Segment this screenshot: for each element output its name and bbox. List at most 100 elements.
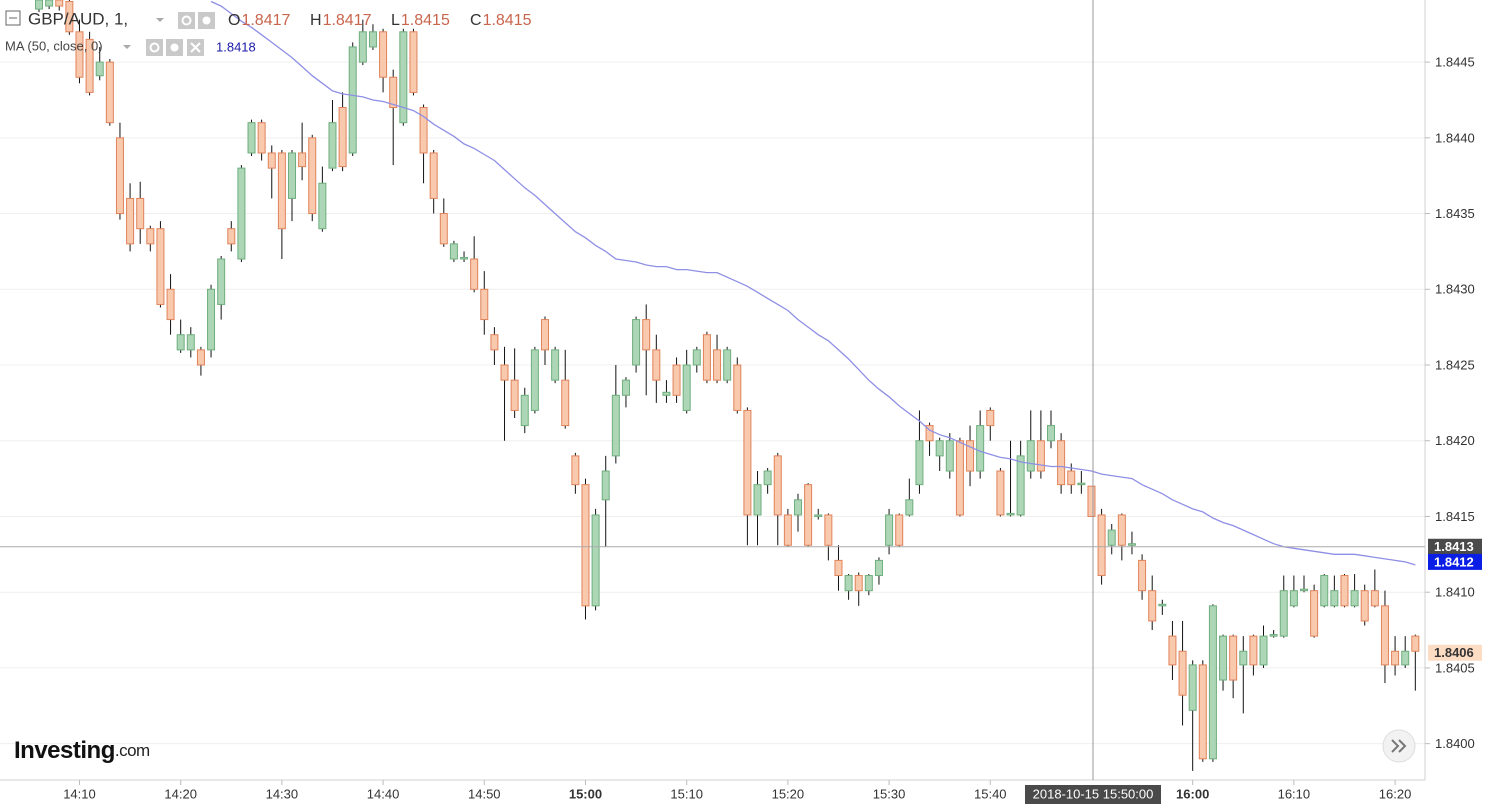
candle-body — [1208, 605, 1217, 760]
candle-body — [824, 514, 833, 546]
candle-body — [399, 31, 408, 124]
candle-body — [520, 394, 529, 427]
candle-body — [1087, 485, 1096, 517]
candle-body — [642, 319, 651, 351]
crosshair-time-box — [1025, 785, 1161, 804]
candle-body — [257, 122, 266, 154]
candle-body — [1077, 482, 1086, 486]
candle-body — [915, 440, 924, 486]
logo-suffix: .com — [115, 741, 150, 760]
candle-body — [1107, 529, 1116, 546]
ma-remove-glyph — [190, 42, 201, 53]
x-tick-label: 15:00 — [569, 786, 602, 801]
candle-body — [1269, 634, 1278, 637]
candle-body — [692, 349, 701, 366]
candle-body — [379, 31, 388, 78]
candle-body — [976, 425, 985, 472]
candle-body — [1127, 543, 1136, 546]
candle-body — [905, 499, 914, 516]
candle-body — [470, 258, 479, 290]
candle-body — [844, 575, 853, 592]
ohlc-key: L — [391, 12, 400, 29]
candle-body — [1047, 425, 1055, 442]
candle-body — [277, 152, 286, 230]
candle-body — [1391, 650, 1400, 666]
gear-icon-glyph — [202, 16, 211, 25]
candle-body — [1289, 590, 1298, 607]
candle-body — [1148, 590, 1157, 622]
candle-body — [217, 258, 226, 305]
ma-dropdown-icon[interactable] — [123, 45, 131, 49]
ma-visibility-glyph — [149, 42, 160, 53]
ohlc-value: 1.8415 — [401, 12, 450, 29]
candle-body — [298, 152, 307, 168]
candle-body — [551, 349, 560, 381]
ohlc-value: 1.8417 — [323, 12, 372, 29]
candle-body — [763, 470, 772, 486]
candle-body — [389, 76, 398, 109]
ma-visibility-icon[interactable] — [146, 39, 163, 56]
symbol-title: GBP/AUD, 1, — [28, 9, 128, 28]
ma-value: 1.8418 — [216, 39, 256, 54]
ma-label: MA (50, close, 0) — [5, 38, 103, 53]
candle-body — [207, 288, 216, 351]
candle-body — [1229, 635, 1238, 681]
candle-body — [1188, 664, 1197, 711]
candle-body — [1239, 650, 1248, 666]
candle-body — [895, 514, 904, 546]
candle-body — [621, 379, 630, 396]
candle-body — [136, 197, 145, 230]
ohlc-legend: O 1.8417 H 1.8417 L 1.8415 C 1.8415 — [228, 12, 532, 29]
candle-body — [611, 394, 620, 457]
x-tick-label: 15:20 — [772, 786, 805, 801]
candle-body — [55, 0, 64, 7]
x-tick-label: 14:20 — [164, 786, 197, 801]
y-tick-label: 1.8420 — [1435, 433, 1475, 448]
candle-body — [1067, 470, 1076, 486]
settings-icon[interactable] — [178, 12, 195, 29]
candle-body — [925, 425, 934, 442]
candle-body — [834, 559, 843, 577]
candle-body — [105, 61, 114, 124]
candle-body — [1350, 590, 1359, 607]
ohlc-key: C — [470, 12, 482, 29]
candle-body — [885, 514, 894, 546]
candle-body — [541, 319, 549, 351]
candle-body — [318, 182, 327, 230]
candle-body — [652, 349, 661, 381]
candle-body — [814, 514, 823, 517]
candle-body — [773, 455, 782, 516]
candle-body — [1411, 635, 1420, 652]
y-tick-label: 1.8415 — [1435, 509, 1475, 524]
crosshair-price-label: 1.8413 — [1434, 539, 1474, 554]
candle-body — [65, 1, 74, 33]
candle-body — [713, 349, 722, 381]
price-label-box — [1428, 644, 1482, 661]
x-tick-label: 15:30 — [873, 786, 906, 801]
candle-body — [601, 470, 610, 501]
candle-body — [35, 0, 43, 10]
candle-body — [419, 107, 428, 154]
ohlc-key: O — [228, 12, 240, 29]
x-tick-label: 14:10 — [63, 786, 96, 801]
candle-body — [308, 137, 317, 215]
candle-body — [591, 514, 600, 607]
candle-body — [723, 349, 732, 381]
x-tick-label: 14:30 — [266, 786, 299, 801]
y-tick-label: 1.8445 — [1435, 55, 1475, 70]
candle-body — [1057, 440, 1066, 486]
candle-body — [196, 349, 205, 366]
candle-body — [1360, 590, 1369, 622]
candle-body — [530, 349, 539, 411]
candle-body — [753, 484, 762, 516]
candle-body — [439, 213, 448, 245]
ohlc-key: H — [310, 12, 322, 29]
x-tick-label: 16:10 — [1278, 786, 1311, 801]
collapse-icon[interactable] — [5, 10, 21, 26]
candle-body — [429, 152, 438, 199]
candle-body — [996, 470, 1005, 516]
dropdown-icon[interactable] — [156, 18, 164, 22]
